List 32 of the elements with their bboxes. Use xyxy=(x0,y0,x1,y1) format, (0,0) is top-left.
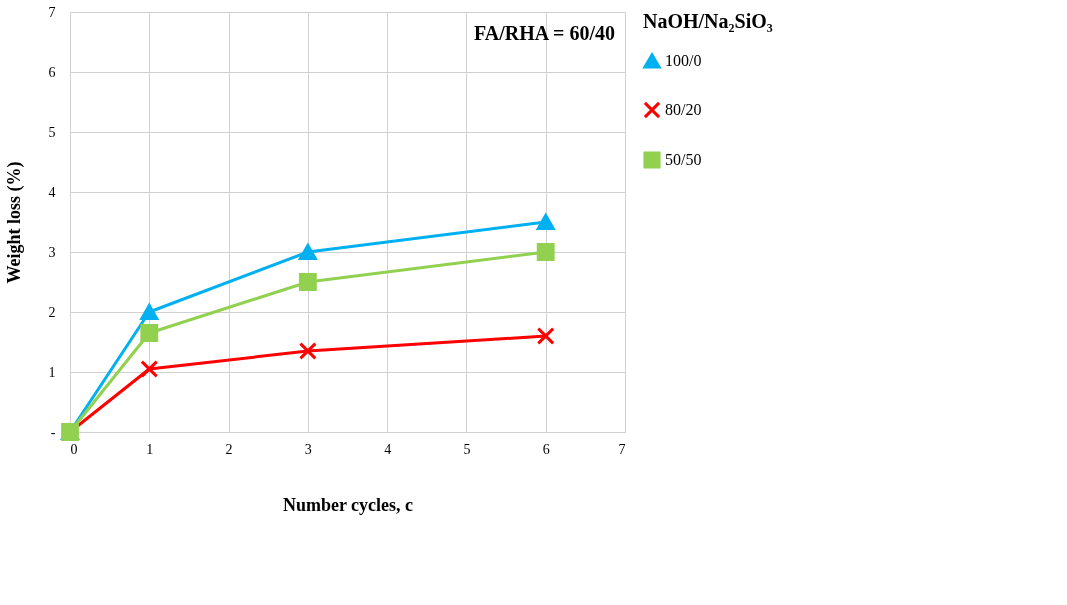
y-tick-label: 7 xyxy=(48,4,56,20)
point xyxy=(536,214,555,230)
y-tick-label: 4 xyxy=(48,184,56,200)
x-tick-label: 5 xyxy=(463,441,471,457)
x-tick-label: 7 xyxy=(618,441,626,457)
point xyxy=(140,360,159,378)
x-tick-label: 6 xyxy=(542,441,550,457)
y-axis-title: Weight loss (%) xyxy=(3,161,25,284)
point xyxy=(140,324,159,342)
x-tick-label: 3 xyxy=(304,441,312,457)
point xyxy=(298,342,317,360)
x-tick-label: 4 xyxy=(384,441,392,457)
y-tick-label: 1 xyxy=(48,364,56,380)
x-axis-title: Number cycles, c xyxy=(282,494,414,515)
point xyxy=(536,243,555,261)
x-tick-label: 0 xyxy=(70,441,78,457)
point xyxy=(536,327,555,345)
point xyxy=(298,244,317,260)
annotation: FA/RHA = 60/40 xyxy=(473,22,615,44)
legend-title: NaOH/Na₂SiO₃ xyxy=(643,10,773,32)
y-tick-label: 6 xyxy=(48,64,56,80)
point xyxy=(140,304,159,320)
legend-label: 50/50 xyxy=(665,151,702,168)
point xyxy=(298,273,317,291)
x-tick-label: 1 xyxy=(146,441,154,457)
y-tick-label: 3 xyxy=(48,244,56,260)
legend-label: 80/20 xyxy=(665,101,702,118)
legend-label: 100/0 xyxy=(665,52,702,69)
x-tick-label: 2 xyxy=(225,441,233,457)
y-tick-label: 5 xyxy=(48,124,56,140)
y-tick-label: - xyxy=(50,424,56,440)
y-tick-label: 2 xyxy=(48,304,56,320)
